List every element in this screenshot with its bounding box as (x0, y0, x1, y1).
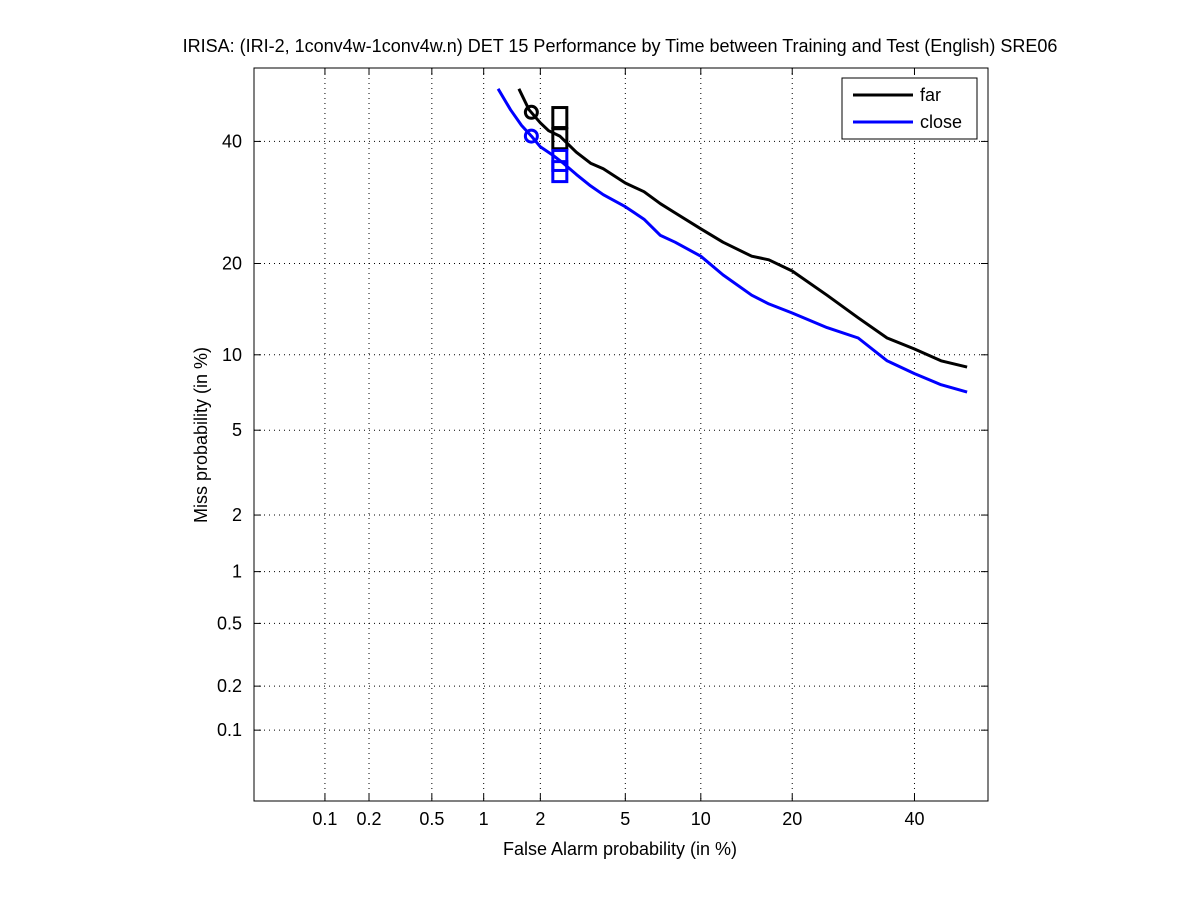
y-axis-label: Miss probability (in %) (191, 347, 211, 523)
x-tick-label: 1 (479, 809, 489, 829)
y-tick-label: 20 (222, 254, 242, 274)
x-tick-label: 0.2 (356, 809, 381, 829)
series-line-close (496, 88, 968, 394)
legend-label-close: close (920, 112, 962, 132)
legend-box (841, 77, 978, 140)
axis-ticks: 0.1 0.2 0.5 1 2 5 10 20 40 0.1 0.2 0.5 1 2 5 10 20 40 (217, 68, 988, 829)
series-line-far (517, 88, 968, 369)
marker-square-far (551, 127, 569, 151)
plot-area-frame (253, 67, 989, 802)
chart-title: IRISA: (IRI-2, 1conv4w-1conv4w.n) DET 15… (183, 36, 1058, 56)
y-tick-label: 5 (232, 420, 242, 440)
x-tick-label: 0.1 (312, 809, 337, 829)
series-lines (496, 88, 968, 394)
x-tick-label: 0.5 (419, 809, 444, 829)
x-tick-label: 40 (904, 809, 924, 829)
x-tick-label: 2 (535, 809, 545, 829)
marker-square-close (551, 160, 569, 184)
y-tick-label: 40 (222, 131, 242, 151)
y-tick-label: 0.1 (217, 720, 242, 740)
operating-point-markers (523, 104, 569, 184)
y-tick-label: 2 (232, 505, 242, 525)
y-tick-label: 1 (232, 562, 242, 582)
legend: far close (841, 77, 978, 140)
x-tick-label: 5 (620, 809, 630, 829)
y-tick-label: 0.2 (217, 676, 242, 696)
marker-circle-far (523, 104, 539, 120)
grid (254, 68, 988, 801)
x-tick-label: 10 (691, 809, 711, 829)
x-tick-label: 20 (782, 809, 802, 829)
marker-circle-close (523, 128, 539, 144)
legend-label-far: far (920, 85, 941, 105)
y-tick-label: 0.5 (217, 613, 242, 633)
x-axis-label: False Alarm probability (in %) (503, 839, 737, 859)
y-tick-label: 10 (222, 345, 242, 365)
